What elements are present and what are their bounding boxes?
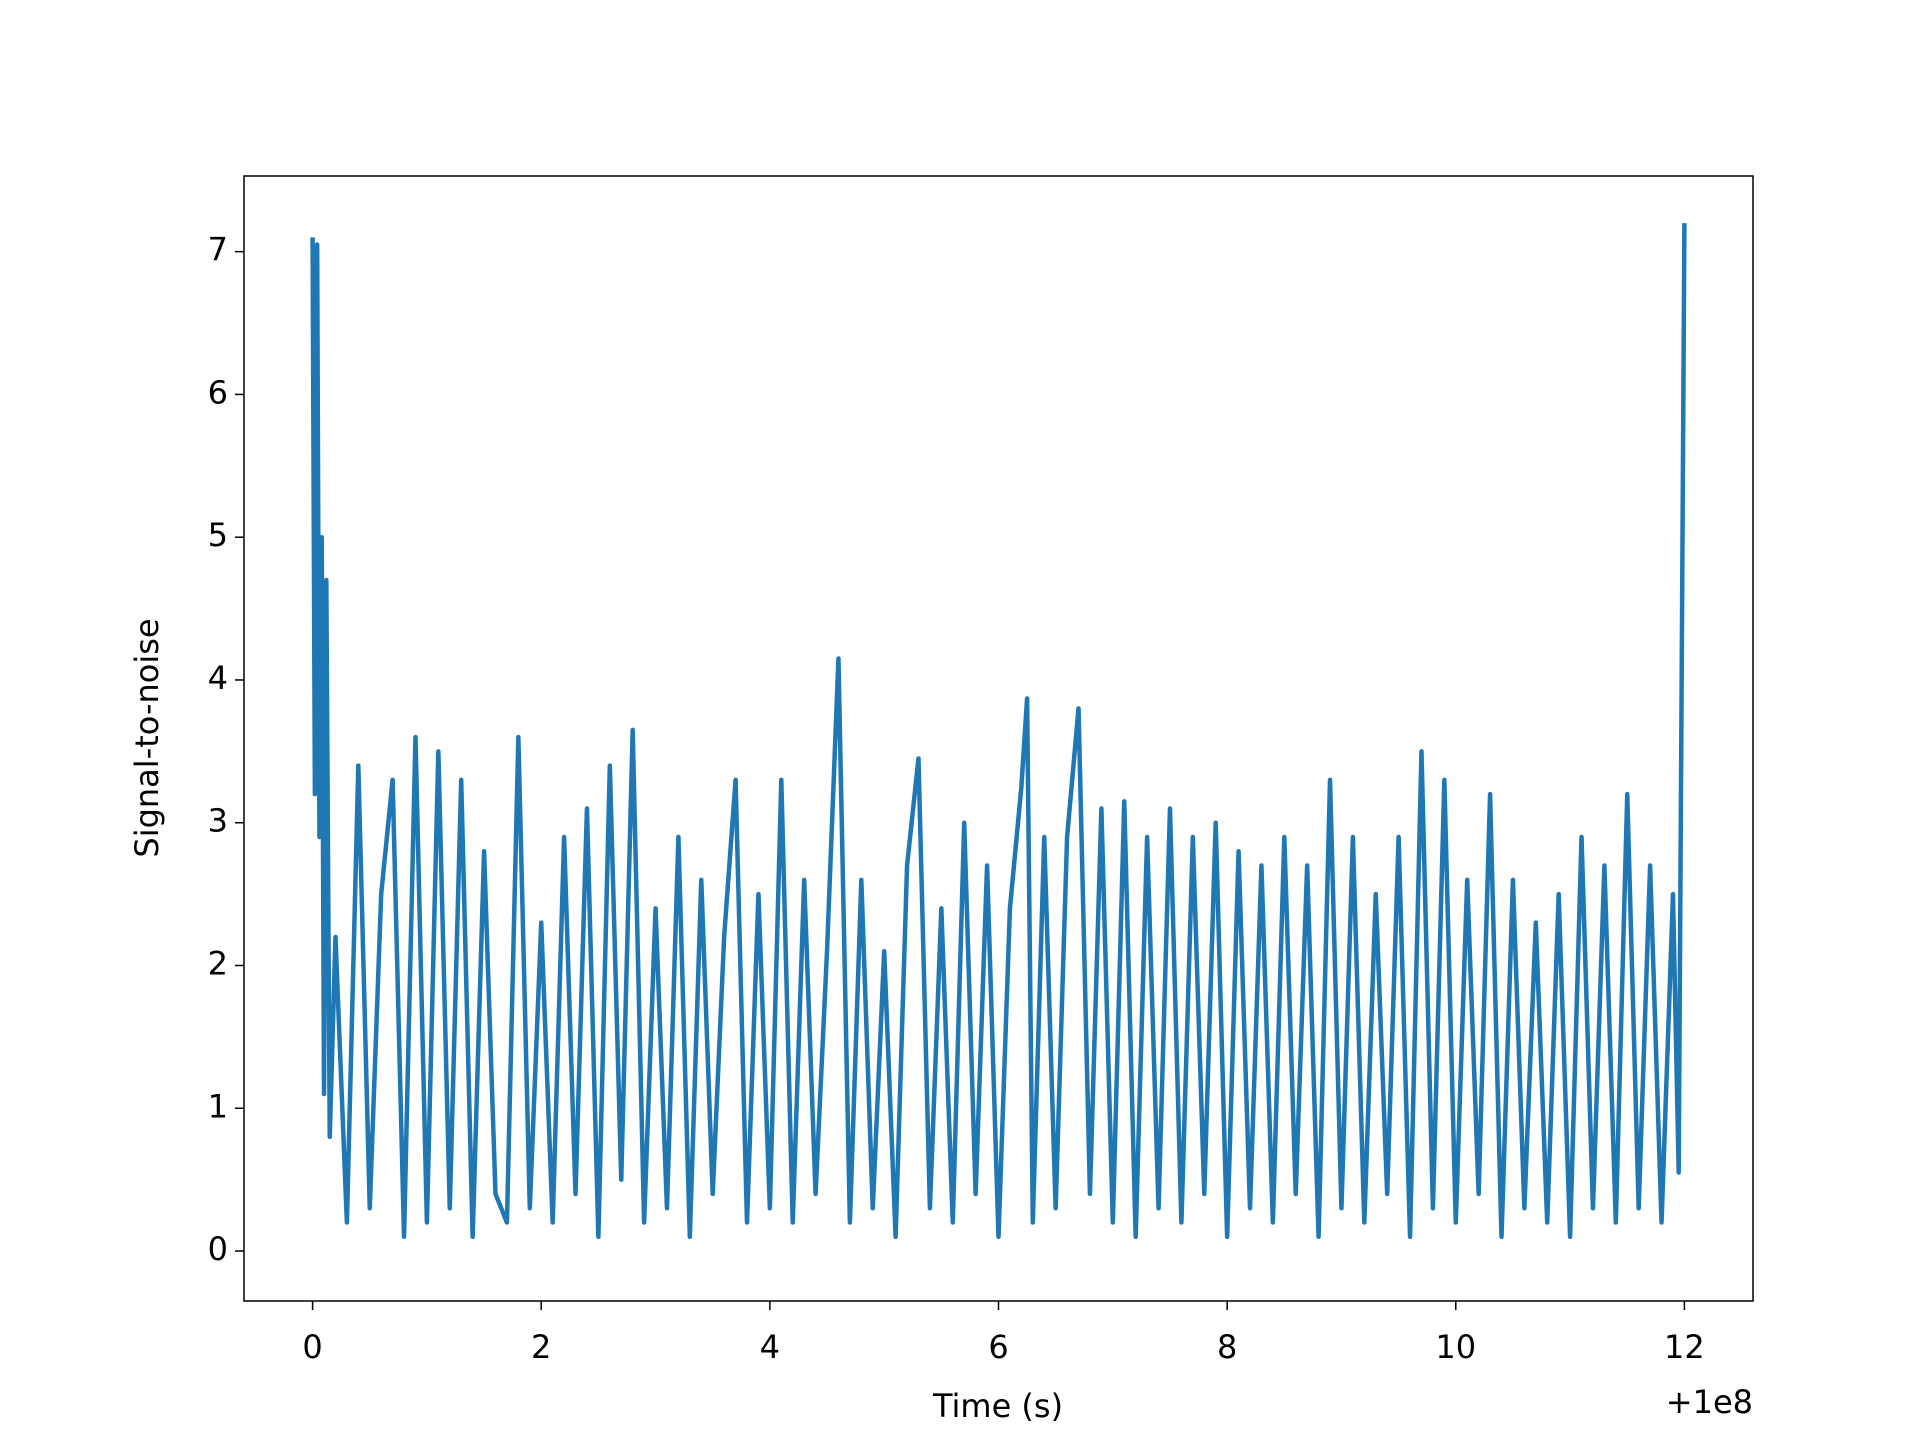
y-tick-label: 5 [208,516,228,554]
x-tick-label: 0 [302,1328,322,1366]
x-tick-label: 6 [988,1328,1008,1366]
plot-frame [243,175,1754,1302]
y-tick-label: 6 [208,373,228,411]
x-tick-label: 10 [1435,1328,1476,1366]
data-line [310,223,1687,1240]
x-tick-label: 12 [1664,1328,1705,1366]
y-tick-label: 2 [208,944,228,982]
x-tick-label: 2 [531,1328,551,1366]
y-tick-label: 0 [208,1230,228,1268]
y-axis-label: Signal-to-noise [128,618,166,857]
y-tick-label: 4 [208,659,228,697]
x-offset-label: +1e8 [1666,1383,1753,1421]
y-tick-label: 3 [208,802,228,840]
x-tick-label: 8 [1217,1328,1237,1366]
x-axis-label: Time (s) [932,1387,1063,1425]
x-tick-label: 4 [760,1328,780,1366]
y-tick-label: 7 [208,231,228,269]
y-tick-label: 1 [208,1087,228,1125]
